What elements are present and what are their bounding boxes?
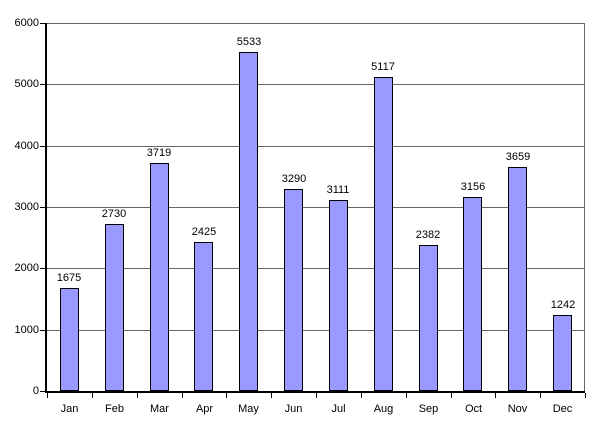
x-axis-category-label: Mar <box>150 403 169 415</box>
gridline <box>47 268 585 269</box>
x-axis-category-label: Oct <box>464 403 483 415</box>
bar <box>508 167 527 391</box>
y-axis-tick <box>40 330 47 331</box>
bar <box>374 77 393 391</box>
x-axis-tick <box>316 393 317 398</box>
bar-value-label: 3719 <box>146 147 172 159</box>
y-axis-tick-label: 5000 <box>14 78 39 90</box>
y-axis-tick-label: 6000 <box>14 17 39 29</box>
bar-value-label: 3659 <box>505 151 531 163</box>
x-axis-category-label: Feb <box>105 403 124 415</box>
x-axis-line <box>45 391 585 393</box>
bar-value-label: 5533 <box>236 36 262 48</box>
x-axis-tick <box>182 393 183 398</box>
bar <box>553 315 572 391</box>
x-axis-category-label: Dec <box>552 403 573 415</box>
bar <box>284 189 303 391</box>
bar-value-label: 3290 <box>281 173 307 185</box>
x-axis-tick <box>271 393 272 398</box>
x-axis-category-label: Apr <box>195 403 214 415</box>
y-axis-tick <box>40 391 47 392</box>
gridline <box>47 23 585 24</box>
y-axis-tick-label: 3000 <box>14 201 39 213</box>
plot-border-right <box>584 24 585 391</box>
gridline <box>47 146 585 147</box>
y-axis-tick <box>40 207 47 208</box>
x-axis-tick <box>406 393 407 398</box>
bar-value-label: 2425 <box>191 226 217 238</box>
bar-value-label: 3111 <box>326 184 350 196</box>
x-axis-tick <box>361 393 362 398</box>
bar-value-label: 3156 <box>460 181 486 193</box>
x-axis-tick <box>540 393 541 398</box>
y-axis-line <box>45 24 47 393</box>
bar <box>105 224 124 391</box>
bar-value-label: 1242 <box>550 299 576 311</box>
y-axis-tick-label: 1000 <box>14 324 39 336</box>
bar <box>329 200 348 391</box>
bar-value-label: 2382 <box>415 229 441 241</box>
bar-value-label: 2730 <box>101 208 127 220</box>
gridline <box>47 330 585 331</box>
x-axis-category-label: Jul <box>331 403 346 415</box>
x-axis-category-label: May <box>238 403 259 415</box>
y-axis-tick <box>40 23 47 24</box>
bar <box>463 197 482 391</box>
y-axis-tick-label: 4000 <box>14 140 39 152</box>
bar <box>194 242 213 391</box>
y-axis-tick <box>40 146 47 147</box>
bar <box>60 288 79 391</box>
x-axis-tick <box>92 393 93 398</box>
bar <box>239 52 258 391</box>
x-axis-tick <box>226 393 227 398</box>
y-axis-tick <box>40 84 47 85</box>
bar-value-label: 1675 <box>56 272 82 284</box>
x-axis-tick <box>585 393 586 398</box>
x-axis-category-label: Aug <box>373 403 394 415</box>
x-axis-category-label: Sep <box>418 403 439 415</box>
gridline <box>47 84 585 85</box>
x-axis-category-label: Nov <box>507 403 528 415</box>
y-axis-tick <box>40 268 47 269</box>
x-axis-tick <box>47 393 48 398</box>
x-axis-tick <box>451 393 452 398</box>
x-axis-category-label: Jan <box>60 403 79 415</box>
bar <box>419 245 438 391</box>
y-axis-tick-label: 2000 <box>14 262 39 274</box>
x-axis-tick <box>495 393 496 398</box>
x-axis-category-label: Jun <box>284 403 303 415</box>
bar-value-label: 5117 <box>371 61 395 73</box>
y-axis-tick-label: 0 <box>32 385 39 397</box>
x-axis-tick <box>137 393 138 398</box>
bar <box>150 163 169 391</box>
